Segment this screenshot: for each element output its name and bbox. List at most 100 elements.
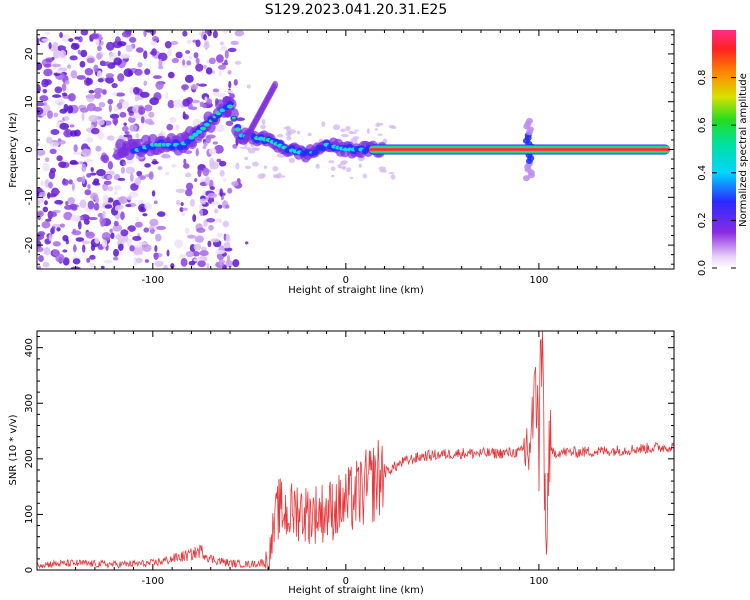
- noise-blob: [224, 59, 228, 65]
- speck: [377, 133, 383, 136]
- noise-blob: [54, 98, 65, 106]
- noise-blob: [130, 115, 140, 119]
- noise-blob: [37, 106, 44, 115]
- noise-blob: [120, 54, 130, 58]
- noise-blob: [122, 161, 126, 166]
- noise-blob: [86, 103, 97, 112]
- noise-blob: [132, 235, 142, 241]
- speck: [362, 173, 367, 179]
- noise-blob: [225, 204, 230, 209]
- noise-blob: [84, 189, 92, 196]
- noise-blob: [151, 48, 157, 56]
- speck: [340, 160, 348, 165]
- noise-blob: [90, 192, 99, 201]
- noise-blob: [119, 111, 127, 118]
- noise-blob: [67, 197, 75, 205]
- noise-blob: [210, 238, 220, 243]
- noise-blob: [79, 199, 87, 209]
- noise-blob: [108, 52, 117, 61]
- ridge-hot: [192, 132, 199, 137]
- chart-title: S129.2023.041.20.31.E25: [265, 2, 448, 18]
- noise-blob: [69, 130, 78, 137]
- noise-blob: [158, 58, 163, 68]
- noise-blob: [214, 124, 225, 133]
- noise-blob: [224, 49, 229, 59]
- noise-blob: [151, 161, 159, 165]
- noise-blob: [246, 84, 251, 89]
- noise-blob: [138, 106, 146, 115]
- noise-blob: [206, 217, 216, 223]
- noise-blob: [123, 122, 127, 126]
- noise-blob: [88, 114, 98, 123]
- noise-blob: [89, 172, 97, 176]
- colorbar: 0.0 0.2 0.4 0.6 0.8 Normalized spectral ampl…: [697, 30, 749, 276]
- noise-blob: [218, 160, 227, 167]
- noise-blob: [188, 260, 196, 266]
- noise-blob: [62, 249, 68, 253]
- noise-blob: [204, 176, 210, 186]
- spectrogram-xlabel: Height of straight line (km): [288, 285, 424, 296]
- noise-blob: [88, 216, 98, 221]
- noise-blob: [59, 31, 63, 39]
- noise-blob: [107, 62, 116, 69]
- noise-blob: [72, 228, 77, 234]
- noise-blob: [89, 254, 96, 260]
- snr-ytick-label: 200: [24, 449, 35, 468]
- noise-blob: [175, 51, 183, 59]
- noise-blob: [127, 225, 136, 232]
- noise-blob: [202, 190, 206, 196]
- noise-blob: [40, 180, 45, 186]
- noise-blob: [207, 192, 218, 199]
- noise-blob: [214, 144, 224, 154]
- noise-blob: [50, 189, 61, 194]
- speck: [244, 156, 249, 161]
- noise-blob: [61, 92, 68, 97]
- snr-ytick-label: 100: [24, 505, 35, 524]
- noise-blob: [192, 214, 197, 223]
- speck: [252, 147, 258, 150]
- colorbar-gradient: [712, 30, 736, 268]
- noise-blob: [120, 166, 126, 174]
- noise-blob: [232, 259, 240, 268]
- speck: [340, 128, 346, 133]
- noise-blob: [222, 220, 229, 228]
- noise-blob: [197, 260, 206, 268]
- noise-blob: [49, 167, 57, 174]
- noise-blob: [217, 93, 227, 98]
- noise-blob: [93, 202, 100, 211]
- noise-blob: [165, 91, 169, 100]
- ridge-halo: [228, 108, 239, 120]
- noise-blob: [227, 187, 233, 194]
- noise-blob: [106, 174, 113, 180]
- noise-blob: [209, 186, 215, 191]
- snr-ytick-label: 300: [24, 394, 35, 413]
- noise-blob: [59, 49, 66, 58]
- noise-blob: [144, 68, 151, 75]
- noise-blob: [43, 68, 53, 77]
- noise-blob: [117, 50, 121, 57]
- noise-blob: [121, 30, 132, 38]
- noise-blob: [73, 244, 77, 253]
- noise-blob: [202, 145, 207, 150]
- noise-blob: [102, 183, 109, 192]
- noise-blob: [102, 194, 109, 204]
- noise-blob: [226, 255, 231, 264]
- noise-blob: [45, 218, 52, 222]
- noise-blob: [148, 171, 154, 180]
- noise-blob: [180, 202, 184, 206]
- noise-blob: [155, 81, 164, 90]
- noise-blob: [64, 204, 73, 210]
- noise-blob: [194, 235, 204, 243]
- noise-blob: [69, 55, 78, 61]
- noise-blob: [85, 231, 95, 239]
- noise-blob: [184, 227, 190, 235]
- noise-blob: [68, 93, 76, 102]
- noise-blob: [37, 200, 40, 206]
- noise-blob: [204, 96, 208, 101]
- noise-blob: [148, 226, 154, 230]
- speck: [261, 173, 266, 179]
- noise-blob: [77, 49, 81, 55]
- noise-blob: [72, 151, 82, 155]
- noise-blob: [42, 88, 48, 94]
